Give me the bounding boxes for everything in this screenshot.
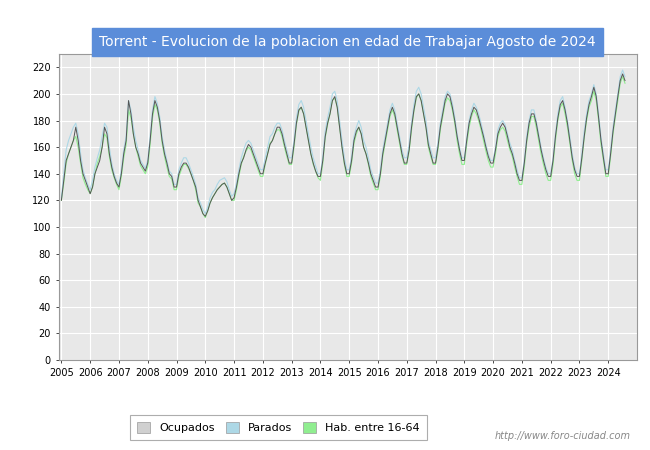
Title: Torrent - Evolucion de la poblacion en edad de Trabajar Agosto de 2024: Torrent - Evolucion de la poblacion en e… (99, 35, 596, 49)
Legend: Ocupados, Parados, Hab. entre 16-64: Ocupados, Parados, Hab. entre 16-64 (130, 415, 426, 440)
Text: http://www.foro-ciudad.com: http://www.foro-ciudad.com (495, 431, 630, 441)
